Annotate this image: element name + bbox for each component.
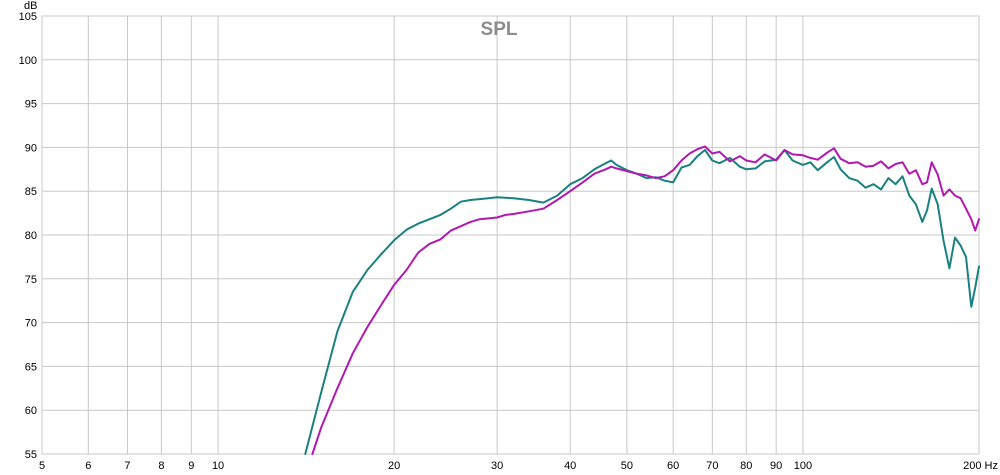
y-tick-label: 65 <box>25 361 37 373</box>
x-tick-label: 100 <box>794 460 812 472</box>
series-line-2 <box>311 145 980 455</box>
y-tick-label: 55 <box>25 449 37 461</box>
x-tick-label: 20 <box>388 460 400 472</box>
x-tick-label: 7 <box>124 460 130 472</box>
series-group <box>304 145 980 455</box>
x-tick-label: 80 <box>740 460 752 472</box>
x-tick-label: 200 Hz <box>963 460 998 472</box>
y-tick-label: 60 <box>25 405 37 417</box>
x-tick-label: 70 <box>706 460 718 472</box>
y-tick-label: 90 <box>25 142 37 154</box>
x-tick-label: 8 <box>158 460 164 472</box>
y-tick-label: 95 <box>25 99 37 111</box>
tick-labels: 5 6 7 8 9 10 20 30 40 50 60 70 80 90 100 200 Hz 55 60 65 70… <box>19 11 998 472</box>
y-axis-label: dB <box>24 0 37 12</box>
series-line-1 <box>304 149 980 455</box>
x-tick-label: 40 <box>564 460 576 472</box>
x-tick-label: 9 <box>188 460 194 472</box>
x-tick-label: 30 <box>491 460 503 472</box>
x-tick-label: 90 <box>770 460 782 472</box>
x-tick-label: 10 <box>212 460 224 472</box>
x-tick-label: 60 <box>667 460 679 472</box>
y-tick-label: 80 <box>25 230 37 242</box>
chart-title: SPL <box>481 19 518 40</box>
y-tick-label: 70 <box>25 318 37 330</box>
y-tick-label: 100 <box>19 55 37 67</box>
x-tick-label: 5 <box>39 460 45 472</box>
x-tick-label: 6 <box>85 460 91 472</box>
y-tick-label: 75 <box>25 274 37 286</box>
x-tick-label: 50 <box>621 460 633 472</box>
y-tick-label: 105 <box>19 11 37 23</box>
y-tick-label: 85 <box>25 186 37 198</box>
grid <box>42 16 979 454</box>
